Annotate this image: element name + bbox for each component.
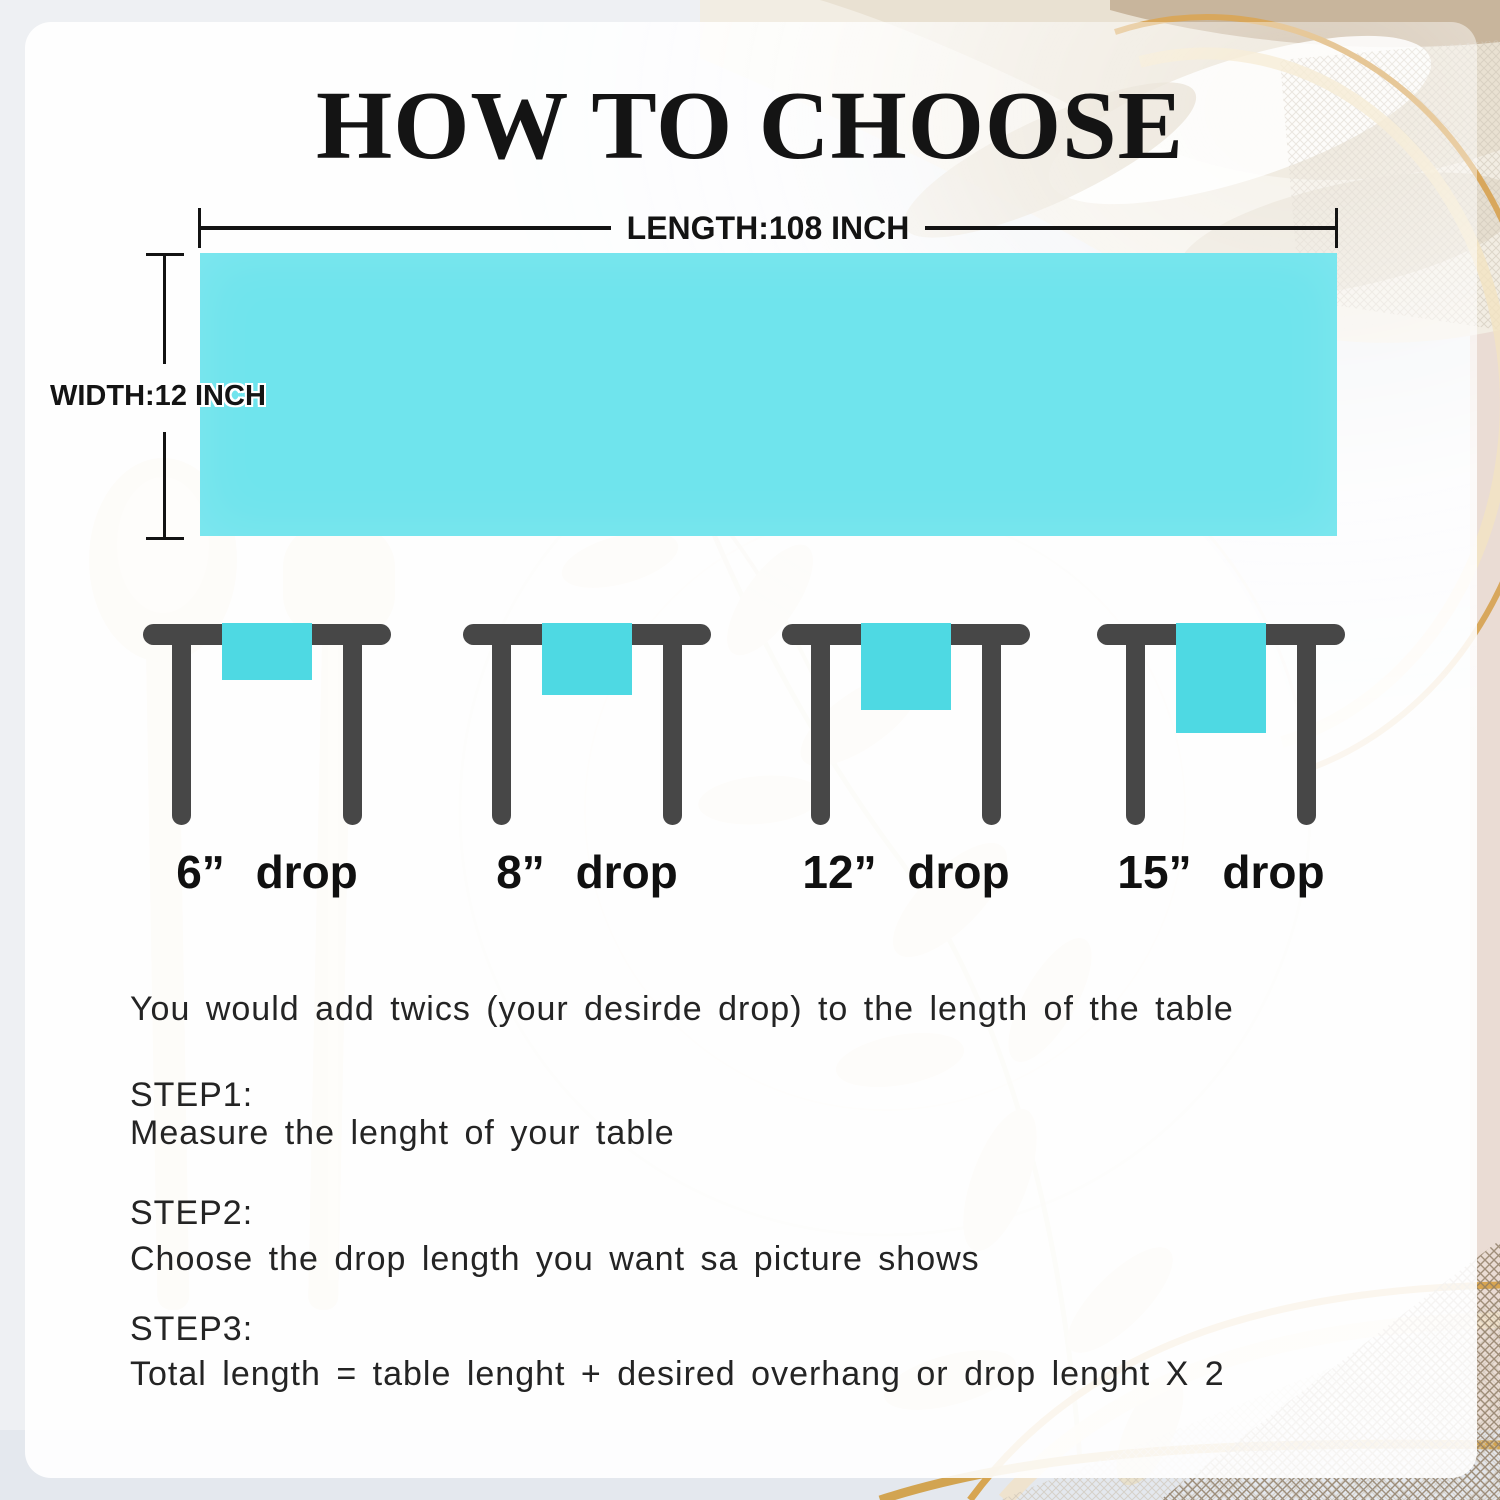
table-leg-left [811, 639, 830, 825]
length-right-tick [1335, 208, 1339, 248]
table-figure-8-drop: 8” drop [463, 623, 711, 923]
table-figure-6-drop: 6” drop [143, 623, 391, 923]
intro-text: You would add twics (your desirde drop) … [130, 990, 1234, 1028]
step1-label: STEP1: [130, 1076, 254, 1114]
step2-label: STEP2: [130, 1194, 254, 1232]
table-leg-right [343, 639, 362, 825]
table-leg-right [663, 639, 682, 825]
table-figure-12-drop: 12” drop [782, 623, 1030, 923]
runner-swatch [200, 253, 1337, 536]
drop-label: 15” drop [1117, 846, 1325, 898]
table-leg-right [1297, 639, 1316, 825]
step3-text: Total length = table lenght + desired ov… [130, 1355, 1225, 1393]
runner-drape [861, 623, 951, 710]
table-leg-left [172, 639, 191, 825]
width-bottom-tick [146, 537, 184, 540]
drop-label: 12” drop [802, 846, 1010, 898]
table-leg-left [492, 639, 511, 825]
runner-drape [222, 623, 312, 680]
width-top-tick [146, 253, 184, 256]
step1-text: Measure the lenght of your table [130, 1114, 675, 1152]
step3-label: STEP3: [130, 1310, 254, 1348]
table-figure-15-drop: 15” drop [1097, 623, 1345, 923]
width-label: WIDTH:12 INCH [50, 380, 266, 412]
length-left-tick [198, 208, 201, 248]
runner-drape [1176, 623, 1266, 733]
page-title: HOW TO CHOOSE [315, 72, 1185, 180]
width-line-upper [163, 256, 166, 364]
table-leg-right [982, 639, 1001, 825]
width-line-lower [163, 432, 166, 537]
runner-drape [542, 623, 632, 695]
table-leg-left [1126, 639, 1145, 825]
drop-label: 8” drop [496, 846, 678, 898]
length-dimension-line: LENGTH:108 INCH [198, 206, 1339, 250]
length-label: LENGTH:108 INCH [626, 209, 910, 246]
step2-text: Choose the drop length you want sa pictu… [130, 1240, 980, 1278]
length-line-right [925, 226, 1336, 230]
length-line-left [201, 226, 611, 230]
drop-label: 6” drop [176, 846, 358, 898]
